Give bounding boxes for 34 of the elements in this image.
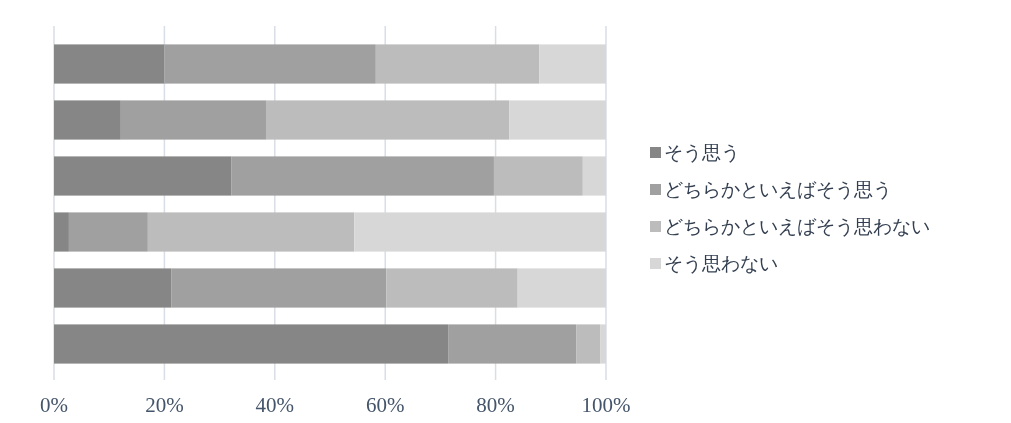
bar bbox=[171, 268, 387, 308]
bar bbox=[448, 324, 577, 364]
bar bbox=[164, 44, 376, 84]
bar bbox=[54, 44, 165, 84]
bar bbox=[120, 100, 266, 140]
bar bbox=[54, 324, 449, 364]
legend-label: どちらかといえばそう思う bbox=[664, 178, 892, 200]
bar bbox=[517, 268, 606, 308]
bar bbox=[231, 156, 494, 196]
x-tick-label: 20% bbox=[145, 393, 184, 417]
bar bbox=[375, 44, 540, 84]
legend-label: そう思う bbox=[664, 141, 740, 163]
x-tick-label: 0% bbox=[40, 393, 68, 417]
x-tick-label: 60% bbox=[365, 393, 405, 417]
x-tick-label: 40% bbox=[255, 393, 295, 417]
x-tick-label: 80% bbox=[476, 393, 515, 417]
bar bbox=[265, 100, 510, 140]
bar bbox=[539, 44, 606, 84]
bar bbox=[582, 156, 606, 196]
x-tick-label: 100% bbox=[581, 393, 631, 417]
bar bbox=[493, 156, 583, 196]
bar bbox=[600, 324, 606, 364]
bar bbox=[147, 212, 355, 252]
legend-label: どちらかといえばそう思わない bbox=[664, 215, 930, 237]
bar bbox=[354, 212, 606, 252]
bar bbox=[576, 324, 601, 364]
bar bbox=[509, 100, 606, 140]
legend-label: そう思わない bbox=[664, 252, 778, 274]
bar bbox=[68, 212, 148, 252]
bar bbox=[386, 268, 518, 308]
bar bbox=[54, 100, 121, 140]
bar bbox=[54, 156, 232, 196]
bar bbox=[54, 212, 69, 252]
bar bbox=[54, 268, 172, 308]
